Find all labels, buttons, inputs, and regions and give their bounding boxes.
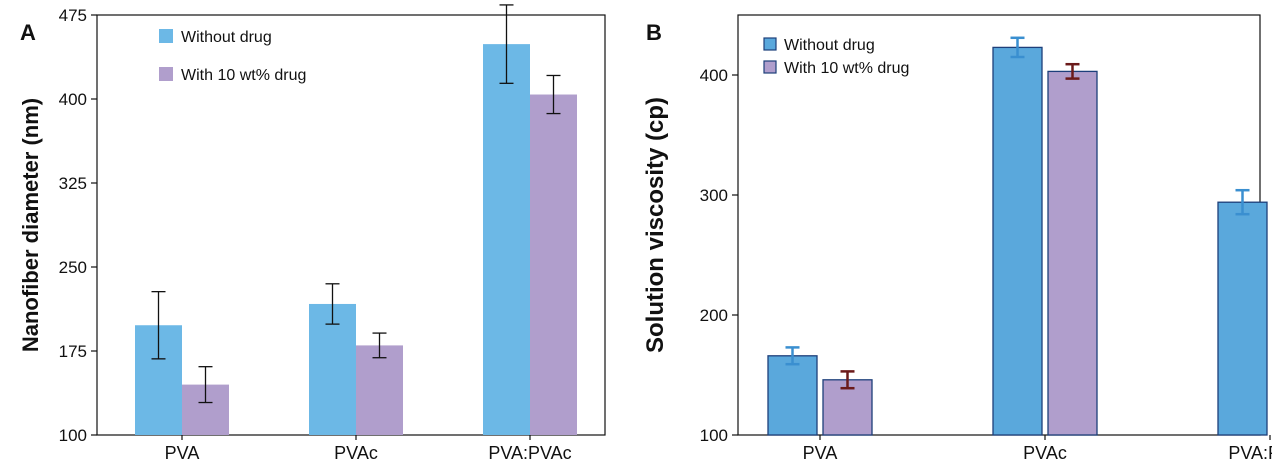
y-tick-label: 300 (700, 186, 728, 205)
legend-swatch (763, 60, 777, 74)
legend-label: With 10 wt% drug (181, 67, 306, 84)
bar (483, 44, 530, 436)
y-axis-label: Solution viscosity (cp) (642, 97, 669, 353)
x-tick-label: PVA (803, 443, 838, 463)
legend-label: With 10 wt% drug (784, 60, 909, 77)
y-tick-label: 475 (59, 6, 87, 25)
y-tick-label: 400 (700, 66, 728, 85)
x-tick-label: PVAc (1023, 443, 1067, 463)
legend-swatch (159, 29, 173, 43)
panel-label: B (646, 20, 662, 45)
y-tick-label: 100 (59, 426, 87, 445)
legend: Without drug With 10 wt% drug (763, 37, 909, 77)
legend-label: Without drug (181, 29, 272, 46)
x-tick-label: PVA:PVAc (488, 443, 571, 463)
y-tick-label: 100 (700, 426, 728, 445)
bar (992, 46, 1043, 436)
x-tick-label: PVAc (334, 443, 378, 463)
y-tick-label: 200 (700, 306, 728, 325)
bar (530, 94, 577, 436)
y-tick-label: 400 (59, 90, 87, 109)
x-tick-label: PVA:PVAc (1228, 443, 1272, 463)
bar (767, 355, 818, 436)
y-axis-label: Nanofiber diameter (nm) (18, 98, 43, 352)
chart-panel-a: A 100 175 250 325 400 475 Nanofiber diameter (n… (18, 4, 606, 463)
legend-label: Without drug (784, 37, 875, 54)
bar (1217, 201, 1268, 436)
bar (1047, 70, 1098, 436)
y-tick-label: 250 (59, 258, 87, 277)
y-tick-label: 325 (59, 174, 87, 193)
chart-panel-b: B 100 200 300 400 Solution viscosity (cp) PVA P… (642, 14, 1272, 463)
panel-label: A (20, 20, 36, 45)
legend: Without drug With 10 wt% drug (159, 29, 306, 84)
y-tick-label: 175 (59, 342, 87, 361)
bar (309, 303, 356, 435)
x-tick-label: PVA (165, 443, 200, 463)
bar (356, 345, 403, 435)
legend-swatch (159, 67, 173, 81)
legend-swatch (763, 37, 777, 51)
